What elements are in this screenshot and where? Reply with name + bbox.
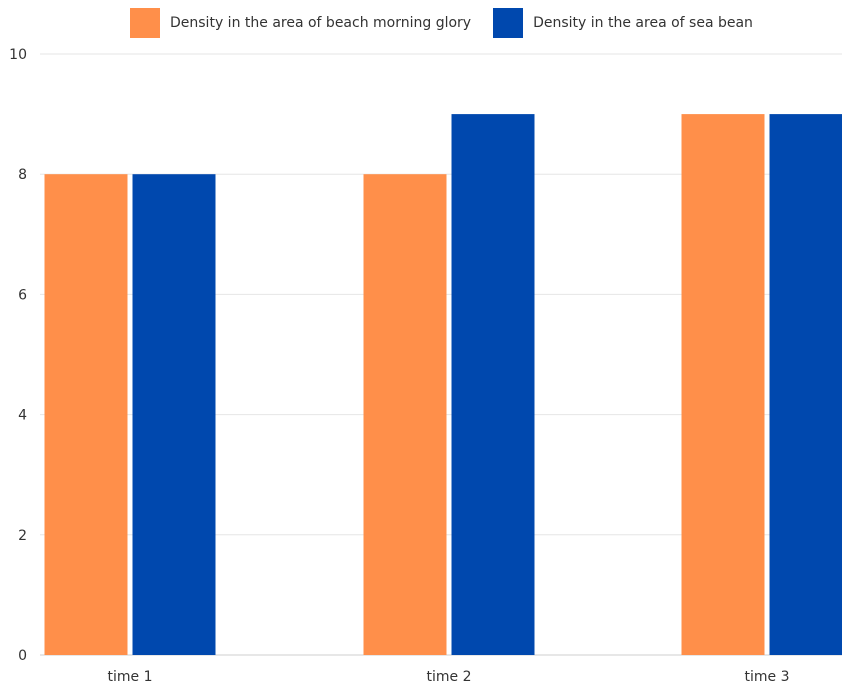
bar-sea-bean-time-2 (451, 114, 535, 656)
legend: Density in the area of beach morning glo… (130, 8, 775, 38)
x-tick-label-time-2: time 2 (427, 669, 472, 685)
legend-item-beach-morning-glory[interactable]: Density in the area of beach morning glo… (130, 8, 471, 38)
bar-sea-bean-time-3 (769, 114, 842, 656)
y-tick-label-4: 4 (18, 408, 27, 424)
legend-swatch-sea-bean (493, 8, 524, 38)
legend-swatch-beach-morning-glory (130, 8, 160, 38)
y-tick-label-2: 2 (18, 528, 27, 544)
x-tick-label-time-3: time 3 (745, 669, 790, 685)
y-tick-label-6: 6 (18, 287, 27, 303)
y-tick-label-8: 8 (18, 167, 27, 183)
bar-beach-morning-glory-time-2 (363, 174, 447, 655)
bar-sea-bean-time-1 (132, 174, 216, 655)
x-tick-label-time-1: time 1 (108, 669, 153, 685)
legend-item-sea-bean[interactable]: Density in the area of sea bean (493, 8, 753, 38)
bar-beach-morning-glory-time-3 (681, 114, 765, 656)
legend-label-sea-bean: Density in the area of sea bean (533, 15, 753, 31)
y-tick-label-0: 0 (18, 648, 27, 664)
y-tick-label-10: 10 (9, 47, 27, 63)
legend-label-beach-morning-glory: Density in the area of beach morning glo… (170, 15, 472, 31)
bar-beach-morning-glory-time-1 (44, 174, 128, 655)
